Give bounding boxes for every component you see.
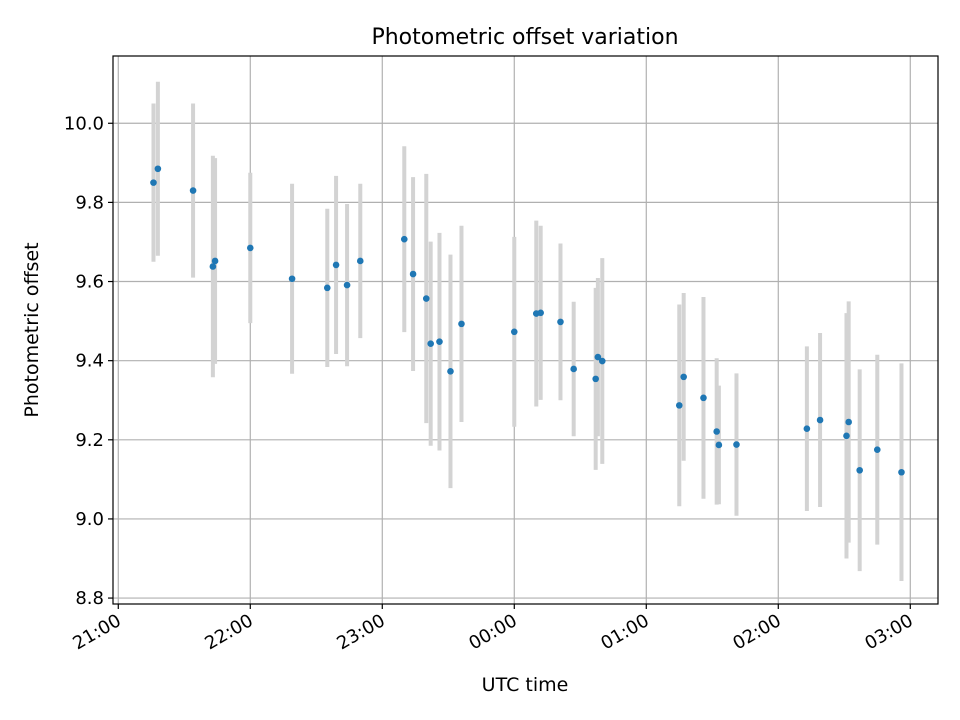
data-point [427,340,434,347]
data-point [288,275,296,283]
data-point [700,394,707,402]
data-point [816,416,824,424]
x-axis-label: UTC time [482,674,569,696]
data-point [898,468,905,476]
data-point [803,425,811,433]
data-point [675,402,683,409]
data-point [570,365,577,373]
data-point [343,281,351,289]
data-point [409,270,417,278]
data-point [594,353,602,361]
data-point [715,441,723,449]
data-point [537,309,544,317]
data-point [323,284,331,292]
data-point [458,320,465,328]
data-point [332,261,340,269]
data-point [422,295,430,302]
data-point [733,441,740,448]
data-point [557,318,564,326]
data-point [211,257,219,265]
y-tick-label: 9.0 [75,509,104,530]
data-point [856,466,863,474]
plot-frame [112,55,939,605]
data-point [845,418,852,426]
data-point [510,328,518,336]
data-point [189,187,197,194]
data-point [209,263,217,270]
data-point [873,446,881,453]
data-point [713,428,720,435]
data-point [356,257,364,265]
data-point [246,244,254,252]
data-point [150,179,157,186]
data-point [680,373,687,381]
y-tick-label: 9.2 [75,430,104,451]
data-point [843,432,850,440]
y-tick-label: 10.0 [64,113,104,134]
y-tick-label: 8.8 [75,588,104,609]
data-point [592,375,599,383]
y-axis-label: Photometric offset [21,242,43,417]
data-points [150,165,905,476]
y-tick-label: 9.8 [75,192,104,213]
data-point [598,357,606,365]
data-point [436,338,443,345]
data-point [447,368,454,375]
chart-title: Photometric offset variation [371,25,678,50]
y-tick-label: 9.4 [75,351,104,372]
data-point [400,235,408,243]
y-tick-label: 9.6 [75,272,104,293]
data-point [154,165,162,173]
